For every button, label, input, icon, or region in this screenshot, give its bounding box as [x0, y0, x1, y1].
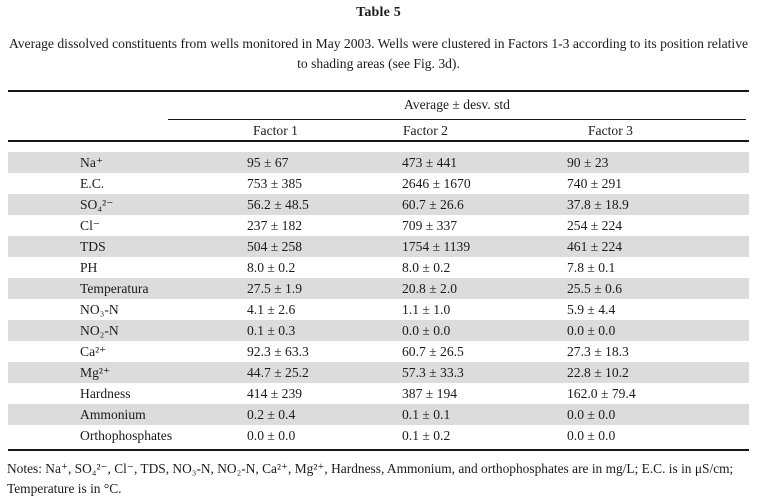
cell-factor-2: 0.1 ± 0.1	[402, 407, 451, 422]
table-footnotes: Notes: Na⁺, SO₄²⁻, Cl⁻, TDS, NO₃-N, NO₂-…	[7, 459, 754, 499]
table-row: Na⁺ 95 ± 67 473 ± 441 90 ± 23	[8, 152, 749, 173]
cell-factor-3: 37.8 ± 18.9	[567, 197, 629, 212]
footnote-line-1: Notes: Na⁺, SO₄²⁻, Cl⁻, TDS, NO₃-N, NO₂-…	[7, 461, 734, 476]
cell-factor-1: 0.2 ± 0.4	[247, 407, 296, 422]
cell-factor-3: 5.9 ± 4.4	[567, 302, 616, 317]
cell-factor-1: 0.0 ± 0.0	[247, 428, 296, 443]
cell-factor-2: 709 ± 337	[402, 218, 458, 233]
cell-factor-3: 27.3 ± 18.3	[567, 344, 629, 359]
cell-factor-1: 8.0 ± 0.2	[247, 260, 296, 275]
rule-bottom	[8, 449, 749, 451]
table-row: PH 8.0 ± 0.2 8.0 ± 0.2 7.8 ± 0.1	[8, 257, 749, 278]
column-header-factor-2: Factor 2	[403, 123, 448, 138]
cell-factor-3: 22.8 ± 10.2	[567, 365, 629, 380]
rule-header-bottom	[8, 140, 749, 142]
cell-factor-3: 740 ± 291	[567, 176, 623, 191]
row-label: Ca²⁺	[80, 344, 107, 359]
cell-factor-2: 1.1 ± 1.0	[402, 302, 451, 317]
cell-factor-2: 2646 ± 1670	[402, 176, 471, 191]
cell-factor-3: 0.0 ± 0.0	[567, 428, 616, 443]
cell-factor-1: 44.7 ± 25.2	[247, 365, 309, 380]
cell-factor-3: 25.5 ± 0.6	[567, 281, 623, 296]
row-label: Na⁺	[80, 155, 104, 170]
rule-top	[8, 90, 749, 92]
row-label: NO₃-N	[80, 302, 119, 317]
table-row: Temperatura 27.5 ± 1.9 20.8 ± 2.0 25.5 ±…	[8, 278, 749, 299]
cell-factor-1: 237 ± 182	[247, 218, 303, 233]
cell-factor-2: 0.1 ± 0.2	[402, 428, 451, 443]
footnote-line-2: Temperature is in °C.	[7, 481, 122, 496]
cell-factor-1: 56.2 ± 48.5	[247, 197, 309, 212]
cell-factor-2: 0.0 ± 0.0	[402, 323, 451, 338]
table-body: Na⁺ 95 ± 67 473 ± 441 90 ± 23 E.C. 753 ±…	[8, 152, 749, 446]
cell-factor-1: 92.3 ± 63.3	[247, 344, 309, 359]
cell-factor-1: 4.1 ± 2.6	[247, 302, 296, 317]
cell-factor-2: 387 ± 194	[402, 386, 458, 401]
cell-factor-2: 57.3 ± 33.3	[402, 365, 464, 380]
table-row: Hardness 414 ± 239 387 ± 194 162.0 ± 79.…	[8, 383, 749, 404]
table-row: E.C. 753 ± 385 2646 ± 1670 740 ± 291	[8, 173, 749, 194]
cell-factor-3: 90 ± 23	[567, 155, 609, 170]
cell-factor-3: 461 ± 224	[567, 239, 623, 254]
table-caption: Average dissolved constituents from well…	[8, 36, 749, 71]
row-label: NO₂-N	[80, 323, 119, 338]
column-header-factor-3: Factor 3	[588, 123, 633, 138]
cell-factor-2: 473 ± 441	[402, 155, 458, 170]
table-title: Table 5	[356, 5, 401, 20]
row-label: Orthophosphates	[80, 428, 173, 443]
row-label: E.C.	[80, 176, 105, 191]
row-label: Ammonium	[80, 407, 146, 422]
cell-factor-1: 414 ± 239	[247, 386, 303, 401]
row-label: PH	[80, 260, 98, 275]
cell-factor-3: 254 ± 224	[567, 218, 623, 233]
table-row: SO₄²⁻ 56.2 ± 48.5 60.7 ± 26.6 37.8 ± 18.…	[8, 194, 749, 215]
table-row: Mg²⁺ 44.7 ± 25.2 57.3 ± 33.3 22.8 ± 10.2	[8, 362, 749, 383]
cell-factor-2: 1754 ± 1139	[402, 239, 471, 254]
cell-factor-3: 7.8 ± 0.1	[567, 260, 616, 275]
table-row: NO₂-N 0.1 ± 0.3 0.0 ± 0.0 0.0 ± 0.0	[8, 320, 749, 341]
cell-factor-1: 753 ± 385	[247, 176, 303, 191]
cell-factor-1: 0.1 ± 0.3	[247, 323, 296, 338]
table-row: Orthophosphates 0.0 ± 0.0 0.1 ± 0.2 0.0 …	[8, 425, 749, 446]
table-row: Ca²⁺ 92.3 ± 63.3 60.7 ± 26.5 27.3 ± 18.3	[8, 341, 749, 362]
cell-factor-1: 27.5 ± 1.9	[247, 281, 303, 296]
cell-factor-1: 504 ± 258	[247, 239, 303, 254]
group-header-average: Average ± desv. std	[404, 97, 510, 112]
cell-factor-3: 0.0 ± 0.0	[567, 323, 616, 338]
cell-factor-2: 60.7 ± 26.5	[402, 344, 464, 359]
table-row: TDS 504 ± 258 1754 ± 1139 461 ± 224	[8, 236, 749, 257]
column-header-factor-1: Factor 1	[253, 123, 298, 138]
row-label: Cl⁻	[80, 218, 101, 233]
cell-factor-2: 8.0 ± 0.2	[402, 260, 451, 275]
table-row: Cl⁻ 237 ± 182 709 ± 337 254 ± 224	[8, 215, 749, 236]
rule-group-underline	[168, 119, 746, 120]
cell-factor-2: 20.8 ± 2.0	[402, 281, 458, 296]
cell-factor-3: 162.0 ± 79.4	[567, 386, 636, 401]
cell-factor-3: 0.0 ± 0.0	[567, 407, 616, 422]
cell-factor-1: 95 ± 67	[247, 155, 289, 170]
table-row: Ammonium 0.2 ± 0.4 0.1 ± 0.1 0.0 ± 0.0	[8, 404, 749, 425]
row-label: Temperatura	[80, 281, 149, 296]
row-label: TDS	[80, 239, 106, 254]
row-label: Hardness	[80, 386, 131, 401]
row-label: Mg²⁺	[80, 365, 111, 380]
table-row: NO₃-N 4.1 ± 2.6 1.1 ± 1.0 5.9 ± 4.4	[8, 299, 749, 320]
cell-factor-2: 60.7 ± 26.6	[402, 197, 464, 212]
row-label: SO₄²⁻	[80, 197, 114, 212]
